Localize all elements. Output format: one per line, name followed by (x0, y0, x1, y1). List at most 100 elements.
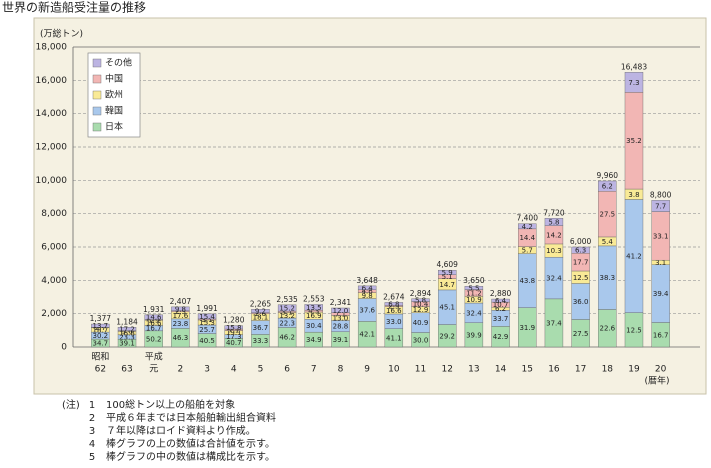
x-tick-label: 元 (149, 365, 158, 375)
segment-label: 16.8 (119, 330, 135, 338)
bar-segment (357, 285, 377, 290)
total-label: 2,407 (170, 297, 192, 306)
bar-segment (144, 314, 163, 320)
total-label: 1,184 (116, 317, 138, 326)
chart-title: 世界の新造船受注量の推移 (2, 0, 146, 15)
segment-label: 37.4 (546, 319, 562, 327)
y-tick-label: 16,000 (36, 76, 68, 86)
segment-label: 30.2 (93, 332, 109, 340)
x-tick-label: 9 (364, 365, 370, 375)
x-tick-label: 14 (495, 365, 507, 375)
segment-label: 17.2 (119, 325, 135, 333)
segment-label: 43.8 (519, 277, 535, 285)
total-label: 3,650 (463, 276, 485, 285)
x-tick-label: 6 (284, 365, 290, 375)
segment-label: 6.4 (362, 284, 374, 292)
segment-label: 33.3 (253, 337, 269, 345)
segment-label: 3.6 (121, 328, 133, 336)
segment-label: 34.9 (306, 336, 322, 344)
total-label: 2,535 (276, 295, 298, 304)
note-number: 1 (89, 400, 95, 411)
segment-label: 39.1 (119, 340, 135, 348)
segment-label: 33.0 (386, 318, 402, 326)
segment-label: 5.9 (442, 269, 453, 277)
bar-segment (491, 298, 510, 303)
total-label: 8,800 (650, 190, 672, 199)
segment-label: 27.5 (573, 330, 589, 338)
bar-segment (544, 218, 564, 226)
segment-label: 45.1 (439, 304, 455, 312)
segment-label: 41.2 (626, 253, 642, 261)
total-label: 16,483 (621, 62, 647, 71)
x-tick-label: 18 (602, 365, 614, 375)
segment-label: 10.3 (546, 247, 562, 255)
x-tick-label: 4 (231, 365, 237, 375)
segment-label: 10.4 (413, 301, 429, 309)
segment-label: 34.7 (93, 340, 109, 348)
segment-label: 23.8 (173, 320, 189, 328)
segment-label: 33.7 (493, 315, 509, 323)
notes-label: (注) (62, 398, 80, 411)
segment-label: 6.4 (495, 297, 507, 305)
segment-label: 46.2 (279, 334, 295, 342)
segment-label: 16.9 (306, 312, 322, 320)
x-tick-label: 13 (468, 365, 479, 375)
segment-label: 3.1 (201, 316, 212, 324)
segment-label: 37.6 (359, 306, 375, 314)
segment-label: 13.7 (93, 322, 109, 330)
segment-label: 27.5 (599, 211, 615, 219)
segment-label: 30.4 (306, 322, 322, 330)
segment-label: 7.1 (335, 311, 346, 319)
total-label: 4,609 (436, 260, 458, 269)
y-tick-label: 10,000 (36, 176, 68, 186)
note-number: 3 (89, 426, 95, 437)
segment-label: 10.7 (493, 301, 509, 309)
y-tick-label: 8,000 (41, 209, 67, 219)
total-label: 3,648 (356, 276, 378, 285)
segment-label: 16.6 (146, 319, 162, 327)
segment-label: 18.7 (93, 326, 109, 334)
segment-label: 15.4 (199, 313, 215, 321)
legend-swatch (92, 58, 102, 68)
segment-label: 5.4 (602, 238, 614, 246)
segment-label: 16.6 (386, 307, 402, 315)
segment-label: 6.3 (575, 247, 586, 255)
segment-label: 15.2 (279, 304, 295, 312)
segment-label: 6.2 (495, 305, 506, 313)
total-label: 2,553 (303, 294, 325, 303)
segment-label: 23.3 (119, 333, 135, 341)
segment-label: 4.3 (308, 308, 319, 316)
segment-label: 13.2 (279, 312, 295, 320)
segment-label: 6.8 (388, 300, 399, 308)
segment-label: 40.7 (226, 339, 242, 347)
x-tick-label: 7 (311, 365, 317, 375)
legend-label: 欧州 (105, 89, 123, 101)
legend-swatch (92, 122, 102, 132)
segment-label: 17.6 (173, 312, 189, 320)
total-label: 1,280 (223, 316, 245, 325)
segment-label: 2.7 (95, 324, 106, 332)
segment-label: 13.5 (306, 304, 322, 312)
x-tick-label: 3 (204, 365, 210, 375)
segment-label: 9.8 (362, 292, 373, 300)
x-tick-label: 8 (338, 365, 344, 375)
segment-label: 7.3 (628, 79, 639, 87)
bar-segment (251, 309, 270, 313)
note-text: ７年以降はロイド資料より作成。 (106, 424, 256, 437)
total-label: 2,265 (250, 299, 272, 308)
note-text: 100総トン以上の船舶を対象 (106, 398, 235, 411)
segment-label: 18.1 (253, 314, 269, 322)
note-number: 4 (89, 439, 95, 450)
segment-label: 38.3 (599, 274, 615, 282)
legend-label: 中国 (105, 73, 123, 85)
segment-label: 5.1 (442, 273, 453, 281)
x-tick-label: 2 (178, 365, 184, 375)
segment-label: 2.6 (255, 310, 267, 318)
total-label: 7,720 (543, 208, 565, 217)
segment-label: 36.0 (573, 298, 589, 306)
segment-label: 28.8 (333, 323, 349, 331)
total-label: 2,894 (410, 289, 432, 298)
x-tick-label: 62 (95, 365, 106, 375)
total-label: 1,991 (196, 304, 218, 313)
segment-label: 39.9 (466, 331, 482, 339)
